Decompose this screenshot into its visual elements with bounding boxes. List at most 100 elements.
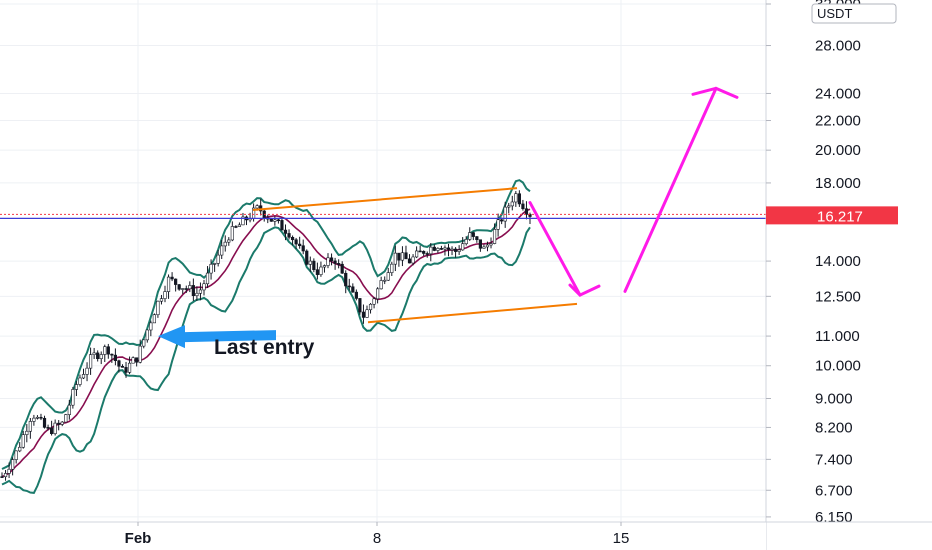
candle-body xyxy=(361,311,366,318)
candle-body xyxy=(308,260,312,265)
y-tick-label: 20.000 xyxy=(815,142,861,159)
candle-body xyxy=(32,417,36,422)
candle-body xyxy=(3,473,8,478)
candle-body xyxy=(496,219,500,230)
y-axis-panel xyxy=(766,0,932,550)
candle-body xyxy=(28,421,32,432)
candle-body xyxy=(329,257,334,262)
y-tick-label: 6.150 xyxy=(815,509,853,526)
candle-body xyxy=(333,260,337,264)
candle-body xyxy=(376,288,380,300)
candle-body xyxy=(230,226,234,241)
candle-body xyxy=(461,243,465,251)
candle-body xyxy=(390,263,394,273)
candle-body xyxy=(191,285,195,297)
candle-body xyxy=(74,384,79,390)
candle-body xyxy=(85,367,89,375)
candle-body xyxy=(35,416,40,419)
x-axis-panel xyxy=(0,522,766,550)
candle-body xyxy=(305,250,309,265)
candle-body xyxy=(404,252,408,260)
candle-body xyxy=(400,252,405,261)
candle-body xyxy=(106,346,110,355)
candle-body xyxy=(205,272,210,285)
channel-lower-line xyxy=(367,302,578,324)
candle-body xyxy=(14,450,18,460)
candle-body xyxy=(368,303,373,311)
candle-body xyxy=(475,236,479,241)
candle-body xyxy=(11,459,15,470)
last-entry-arrow-icon xyxy=(158,325,276,349)
candle-body xyxy=(425,253,429,255)
candle-body xyxy=(145,329,149,341)
x-tick-label: Feb xyxy=(125,530,152,547)
candle-body xyxy=(138,345,142,363)
candle-body xyxy=(7,468,11,474)
candle-body xyxy=(492,229,497,244)
y-axis[interactable]: 32.00028.00024.00022.00020.00018.00014.0… xyxy=(765,0,932,550)
candle-body xyxy=(347,285,351,288)
y-tick-label: 8.200 xyxy=(815,419,853,436)
candle-body xyxy=(170,276,174,280)
candle-body xyxy=(450,248,454,251)
candle-body xyxy=(287,233,291,238)
y-tick-label: 9.000 xyxy=(815,390,853,407)
unit-badge[interactable] xyxy=(811,3,897,24)
candle-body xyxy=(283,229,288,234)
candle-body xyxy=(372,298,376,305)
candle-body xyxy=(39,416,43,419)
candle-body xyxy=(96,352,100,359)
candle-body xyxy=(517,193,521,205)
candle-body xyxy=(358,298,362,313)
last-price-tag xyxy=(766,206,898,225)
candle-body xyxy=(237,224,242,227)
candle-body xyxy=(453,248,458,252)
candle-body xyxy=(315,269,319,275)
projection-up-arrow xyxy=(623,86,718,293)
candle-body xyxy=(181,288,185,290)
candle-body xyxy=(478,239,482,249)
projection-down-arrowhead xyxy=(568,283,601,297)
candle-body xyxy=(159,298,164,302)
candle-body xyxy=(273,219,277,222)
candle-body xyxy=(88,354,93,369)
candle-body xyxy=(379,280,383,290)
candle-body xyxy=(25,430,29,435)
candle-body xyxy=(415,250,419,258)
candle-body xyxy=(418,250,422,253)
candle-body xyxy=(354,291,358,299)
candle-body xyxy=(220,245,224,256)
candle-body xyxy=(485,244,490,248)
y-tick-label: 11.000 xyxy=(815,328,860,345)
unit-label: USDT xyxy=(817,6,852,21)
candle-body xyxy=(269,218,273,222)
y-tick-label: 12.500 xyxy=(815,288,861,305)
y-tick-label: 28.000 xyxy=(815,38,861,55)
chart-grid xyxy=(0,0,766,522)
candle-body xyxy=(92,352,96,355)
candle-body xyxy=(209,263,213,274)
candle-body xyxy=(57,422,61,425)
channel-upper-line xyxy=(252,187,518,211)
candle-body xyxy=(443,247,447,250)
x-tick-label: 8 xyxy=(373,530,381,547)
candle-body xyxy=(500,219,504,222)
candle-body xyxy=(524,208,529,215)
candle-body xyxy=(301,245,305,252)
candle-body xyxy=(227,239,231,243)
candle-body xyxy=(223,241,227,247)
projection-down-arrow xyxy=(528,201,582,297)
candle-body xyxy=(337,263,341,265)
candle-body xyxy=(407,258,412,264)
candle-body xyxy=(298,243,302,247)
candle-body xyxy=(21,434,25,448)
candle-body xyxy=(489,243,493,246)
candle-body xyxy=(53,422,57,434)
candle-body xyxy=(184,288,188,290)
candlestick-series xyxy=(0,190,532,481)
projection-up-arrowhead xyxy=(691,86,739,99)
x-axis[interactable]: Feb 8 15 xyxy=(0,521,932,550)
candle-body xyxy=(67,404,71,415)
candle-body xyxy=(188,285,192,290)
